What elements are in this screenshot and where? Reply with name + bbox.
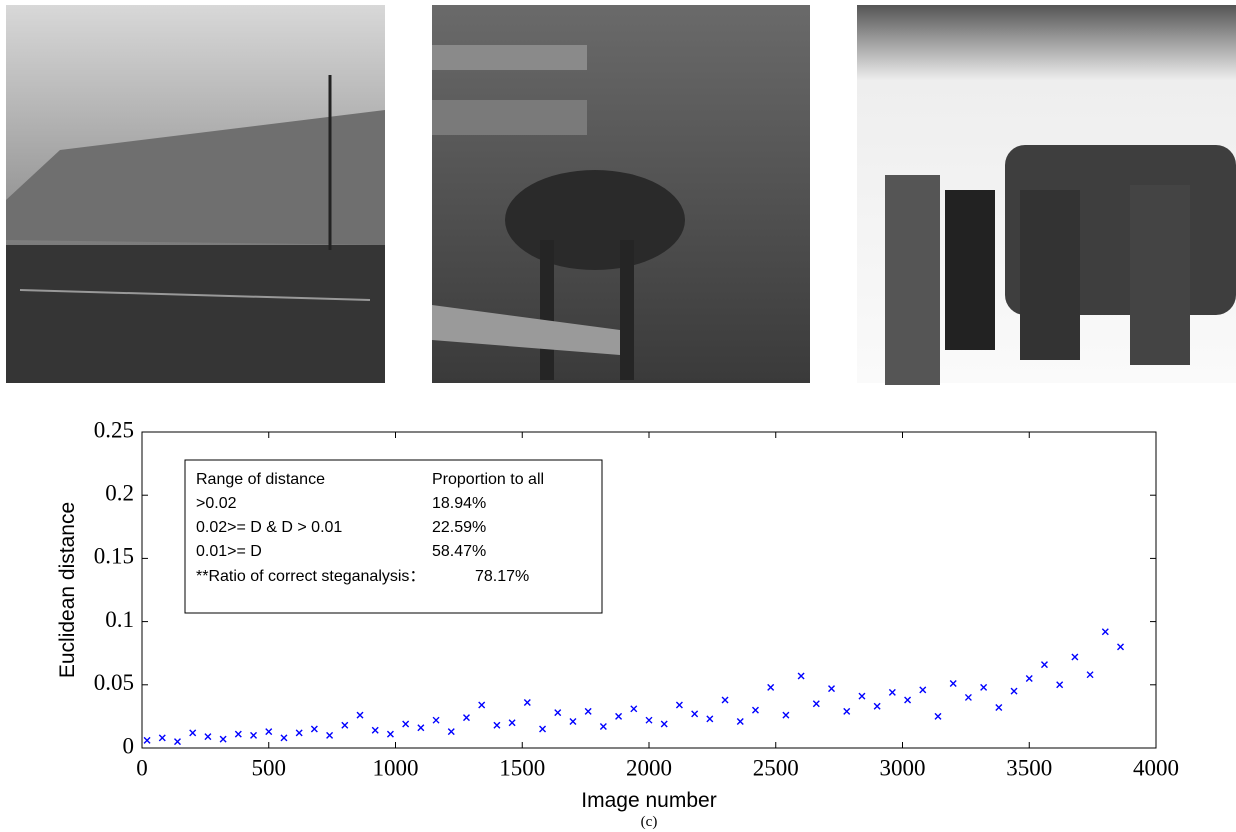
point xyxy=(372,727,378,733)
point xyxy=(555,710,561,716)
x-axis-label: Image number xyxy=(581,789,716,812)
point xyxy=(1102,629,1108,635)
point xyxy=(174,739,180,745)
point xyxy=(1118,644,1124,650)
range: 0.01>= D xyxy=(196,543,262,560)
point xyxy=(387,731,393,737)
proportion: 18.94% xyxy=(432,495,486,512)
point xyxy=(996,705,1002,711)
point xyxy=(1041,662,1047,668)
figure: 0 500 1000 1500 2000 2500 3000 3500 4000 0 0.05 0.1… xyxy=(0,0,1236,832)
x-tick-label: 3500 xyxy=(1006,755,1052,780)
point xyxy=(524,699,530,705)
y-tick-label: 0.2 xyxy=(105,480,134,505)
proportion: Proportion to all xyxy=(432,471,544,488)
point xyxy=(357,712,363,718)
point xyxy=(190,730,196,736)
point xyxy=(920,687,926,693)
x-tick-label: 0 xyxy=(136,755,148,780)
point xyxy=(981,684,987,690)
x-tick-label: 4000 xyxy=(1133,755,1179,780)
point xyxy=(646,717,652,723)
range: Range of distance xyxy=(196,471,325,488)
x-tick-label: 1000 xyxy=(373,755,419,780)
point xyxy=(266,729,272,735)
point xyxy=(874,703,880,709)
x-tick-label: 500 xyxy=(252,755,287,780)
point xyxy=(585,708,591,714)
point xyxy=(768,684,774,690)
photo-car xyxy=(857,5,1236,385)
x-tick-label: 1500 xyxy=(499,755,545,780)
point xyxy=(479,702,485,708)
point xyxy=(935,713,941,719)
point xyxy=(692,711,698,717)
y-tick-label: 0.1 xyxy=(105,607,134,632)
point xyxy=(433,717,439,723)
x-tick-label: 2000 xyxy=(626,755,672,780)
point xyxy=(251,732,257,738)
point xyxy=(403,721,409,727)
point xyxy=(844,708,850,714)
point xyxy=(631,706,637,712)
point xyxy=(1072,654,1078,660)
photo-street xyxy=(6,5,385,383)
x-tick-label: 2500 xyxy=(753,755,799,780)
point xyxy=(905,697,911,703)
point xyxy=(1011,688,1017,694)
point xyxy=(1057,682,1063,688)
range: >0.02 xyxy=(196,495,237,512)
y-axis-label: Euclidean distance xyxy=(56,502,79,678)
point xyxy=(342,722,348,728)
point xyxy=(327,732,333,738)
point xyxy=(570,718,576,724)
point xyxy=(1087,672,1093,678)
point xyxy=(829,686,835,692)
range: 0.02>= D & D > 0.01 xyxy=(196,519,342,536)
photo-deer xyxy=(432,5,810,383)
proportion: 22.59% xyxy=(432,519,486,536)
point xyxy=(676,702,682,708)
point xyxy=(494,722,500,728)
y-tick-label: 0.15 xyxy=(94,544,134,569)
point xyxy=(418,725,424,731)
note-value: 78.17% xyxy=(475,568,529,585)
point xyxy=(509,720,515,726)
point xyxy=(950,681,956,687)
y-tick-label: 0.25 xyxy=(94,417,134,442)
point xyxy=(281,735,287,741)
point xyxy=(752,707,758,713)
point xyxy=(159,735,165,741)
note: **Ratio of correct steganalysis： xyxy=(196,568,425,585)
x-tick-label: 3000 xyxy=(880,755,926,780)
point xyxy=(813,701,819,707)
point xyxy=(235,731,241,737)
point xyxy=(722,697,728,703)
caption: (c) xyxy=(641,814,658,830)
point xyxy=(889,689,895,695)
point xyxy=(707,716,713,722)
point xyxy=(540,726,546,732)
point xyxy=(965,694,971,700)
point xyxy=(783,712,789,718)
y-tick-label: 0.05 xyxy=(94,670,134,695)
point xyxy=(859,693,865,699)
point xyxy=(1026,675,1032,681)
point xyxy=(737,718,743,724)
point xyxy=(205,734,211,740)
point xyxy=(661,721,667,727)
point xyxy=(798,673,804,679)
point xyxy=(311,726,317,732)
point xyxy=(600,724,606,730)
point xyxy=(296,730,302,736)
point xyxy=(448,729,454,735)
point xyxy=(144,737,150,743)
point xyxy=(463,715,469,721)
proportion: 58.47% xyxy=(432,543,486,560)
point xyxy=(616,713,622,719)
point xyxy=(220,736,226,742)
y-tick-label: 0 xyxy=(123,733,135,758)
